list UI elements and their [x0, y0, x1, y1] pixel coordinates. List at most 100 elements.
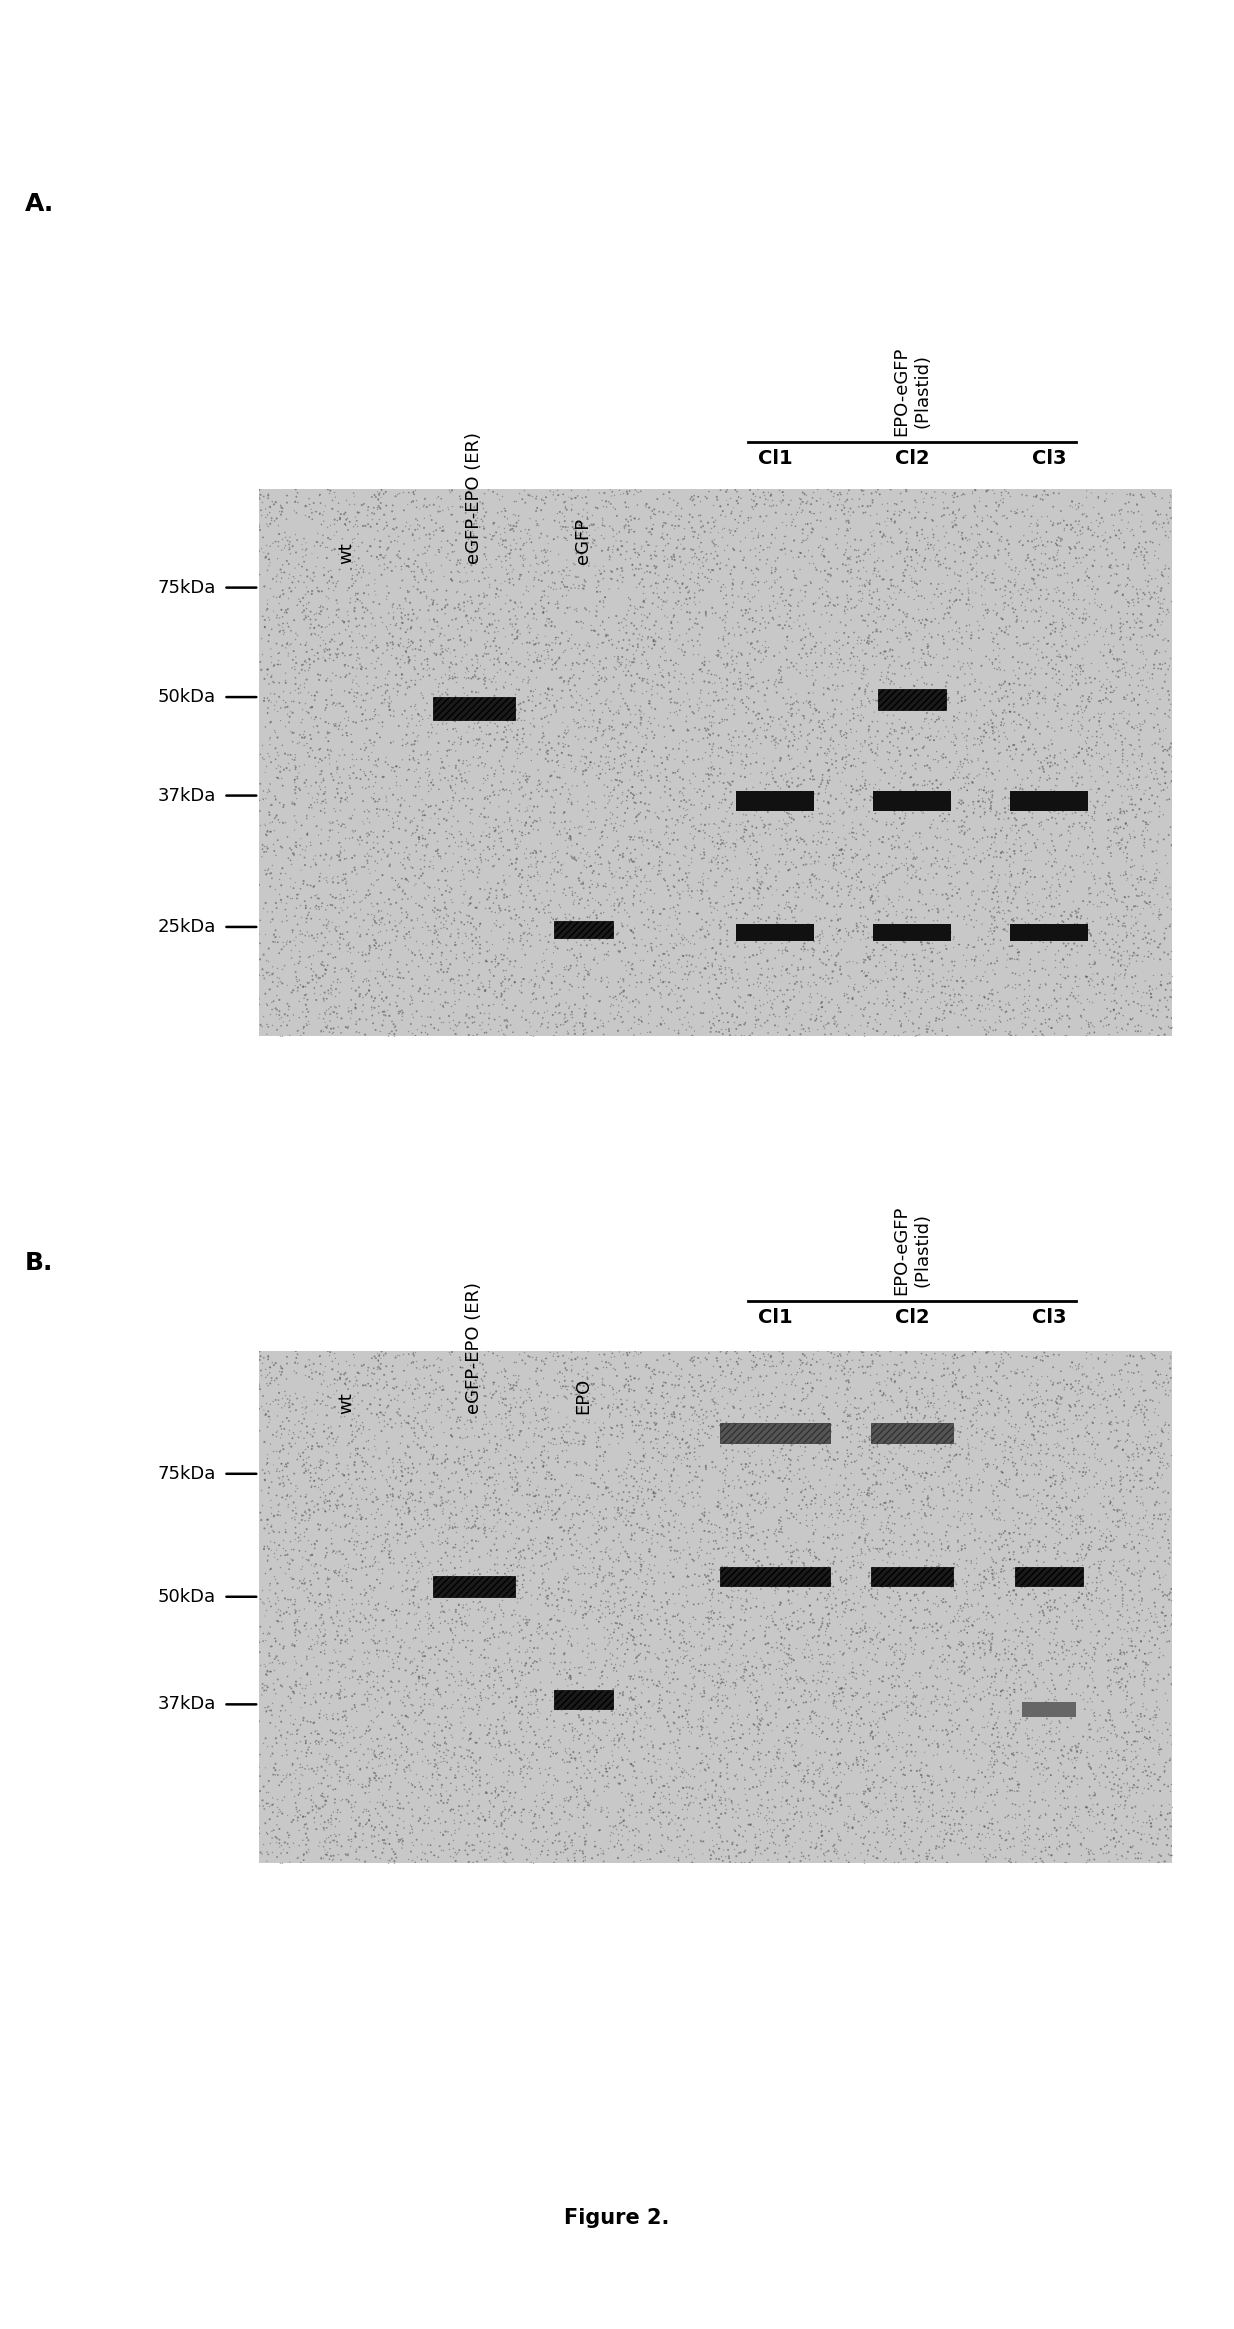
Point — [426, 1803, 445, 1840]
Point — [668, 1458, 687, 1495]
Point — [690, 1467, 710, 1505]
Point — [489, 1488, 508, 1525]
Point — [776, 1819, 796, 1856]
Point — [638, 1013, 658, 1050]
Point — [675, 1637, 695, 1675]
Point — [449, 1409, 469, 1446]
Point — [917, 1013, 937, 1050]
Point — [600, 1616, 619, 1654]
Point — [1101, 822, 1120, 859]
Point — [860, 1432, 880, 1470]
Point — [933, 764, 953, 801]
Point — [579, 1477, 598, 1514]
Point — [1037, 1742, 1056, 1779]
Point — [354, 792, 374, 829]
Point — [257, 834, 276, 871]
Point — [802, 1502, 822, 1539]
Point — [616, 745, 636, 783]
Point — [744, 1619, 764, 1656]
Point — [357, 650, 376, 687]
Point — [772, 571, 792, 608]
Point — [632, 1675, 652, 1712]
Point — [696, 536, 716, 573]
Point — [813, 759, 833, 797]
Point — [796, 1502, 816, 1539]
Point — [830, 1458, 850, 1495]
Point — [408, 1779, 428, 1817]
Point — [865, 1400, 885, 1437]
Point — [276, 750, 296, 787]
Point — [439, 1591, 459, 1628]
Point — [1120, 1507, 1140, 1544]
Point — [589, 1702, 608, 1740]
Point — [323, 1817, 343, 1854]
Point — [249, 470, 269, 508]
Point — [724, 939, 744, 976]
Point — [506, 731, 526, 769]
Point — [402, 515, 422, 552]
Point — [342, 1519, 362, 1556]
Point — [586, 720, 606, 757]
Point — [798, 675, 818, 713]
Point — [520, 1831, 539, 1868]
Point — [445, 925, 465, 962]
Point — [863, 1344, 882, 1381]
Point — [447, 1402, 466, 1439]
Point — [944, 1437, 964, 1474]
Point — [923, 1735, 943, 1772]
Point — [942, 943, 961, 981]
Point — [645, 1537, 665, 1574]
Point — [495, 981, 515, 1018]
Point — [1070, 1505, 1090, 1542]
Point — [383, 824, 402, 862]
Point — [318, 904, 338, 941]
Point — [427, 927, 447, 964]
Point — [376, 738, 396, 776]
Point — [496, 1495, 516, 1532]
Point — [647, 675, 666, 713]
Point — [1150, 925, 1170, 962]
Point — [649, 494, 669, 531]
Point — [296, 1453, 316, 1491]
Point — [724, 1528, 744, 1565]
Point — [563, 1402, 582, 1439]
Point — [581, 734, 601, 771]
Point — [341, 769, 360, 806]
Point — [807, 880, 827, 918]
Point — [402, 696, 422, 734]
Point — [680, 680, 700, 717]
Point — [1093, 617, 1113, 654]
Point — [479, 987, 499, 1025]
Point — [671, 498, 691, 536]
Point — [482, 606, 502, 643]
Point — [422, 1463, 442, 1500]
Point — [745, 631, 765, 668]
Point — [1043, 1500, 1062, 1537]
Point — [291, 1845, 311, 1882]
Point — [860, 827, 880, 864]
Point — [971, 1707, 991, 1744]
Point — [605, 638, 624, 675]
Point — [990, 487, 1009, 524]
Point — [501, 1546, 521, 1584]
Point — [1122, 892, 1141, 929]
Point — [344, 543, 364, 580]
Point — [1119, 694, 1139, 731]
Point — [855, 533, 875, 571]
Point — [258, 894, 278, 932]
Point — [257, 1365, 276, 1402]
Point — [384, 1439, 404, 1477]
Point — [524, 708, 544, 745]
Point — [986, 640, 1006, 678]
Point — [360, 1761, 380, 1798]
Point — [722, 1698, 742, 1735]
Point — [547, 650, 566, 687]
Point — [1116, 1693, 1135, 1730]
Point — [624, 1712, 644, 1749]
Point — [777, 1665, 797, 1702]
Point — [594, 866, 613, 904]
Point — [691, 836, 711, 873]
Point — [311, 1600, 331, 1637]
Point — [313, 1840, 333, 1877]
Point — [280, 1714, 300, 1751]
